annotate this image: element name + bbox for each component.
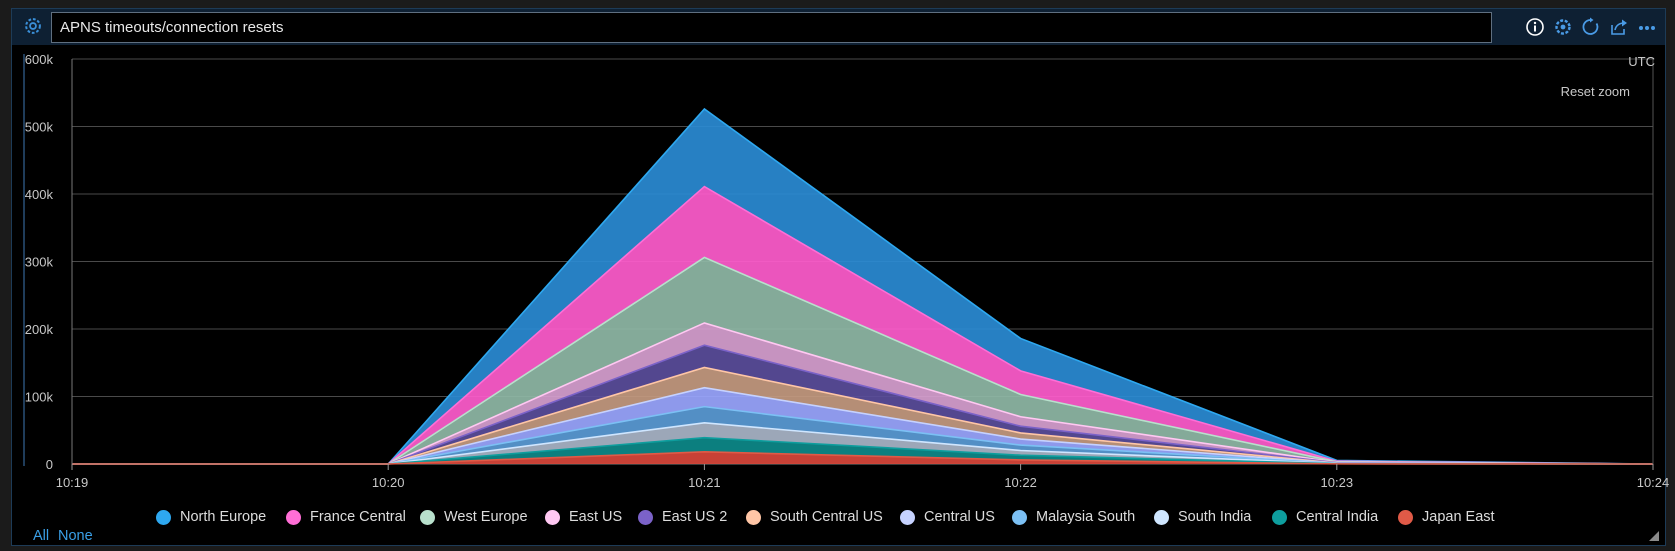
- legend-label: France Central: [310, 509, 406, 525]
- legend-dot: [156, 509, 171, 525]
- legend-label: South India: [1178, 509, 1252, 525]
- legend-none-link[interactable]: None: [58, 528, 93, 544]
- axes: 0 100k 200k 300k 400k 500k 600k 10:19 10:20 10:21…: [23, 52, 1670, 490]
- refresh-icon[interactable]: [1579, 15, 1603, 39]
- resize-handle-icon[interactable]: [1649, 531, 1659, 541]
- x-tick-label: 10:23: [1321, 475, 1354, 490]
- legend-dot: [286, 509, 301, 525]
- share-icon[interactable]: [1607, 15, 1631, 39]
- y-tick-label: 100k: [25, 390, 54, 405]
- x-tick-label: 10:22: [1004, 475, 1037, 490]
- x-tick-label: 10:19: [56, 475, 89, 490]
- legend-item-malaysia-south[interactable]: Malaysia South: [1012, 509, 1135, 525]
- legend-dot: [420, 509, 435, 525]
- x-tick-label: 10:24: [1637, 475, 1670, 490]
- panel-title-input[interactable]: APNS timeouts/connection resets: [51, 12, 1492, 43]
- legend-dot: [1012, 509, 1027, 525]
- gear-icon[interactable]: [22, 15, 44, 37]
- legend-label: Central India: [1296, 509, 1379, 525]
- legend-dot: [900, 509, 915, 525]
- more-icon[interactable]: [1635, 15, 1659, 39]
- legend-dot: [1154, 509, 1169, 525]
- area-west-europe[interactable]: [72, 257, 1653, 464]
- legend-label: East US 2: [662, 509, 728, 525]
- y-tick-label: 200k: [25, 322, 54, 337]
- area-malaysia-south[interactable]: [72, 406, 1653, 464]
- legend-label: West Europe: [444, 509, 528, 525]
- legend-label: Japan East: [1422, 509, 1495, 525]
- legend-dot: [545, 509, 560, 525]
- legend-label: Malaysia South: [1036, 509, 1136, 525]
- legend-label: South Central US: [770, 509, 883, 525]
- x-tick-label: 10:20: [372, 475, 405, 490]
- legend-dot: [746, 509, 761, 525]
- y-tick-label: 400k: [25, 187, 54, 202]
- panel-header: APNS timeouts/connection resets: [12, 9, 1665, 45]
- y-tick-label: 300k: [25, 255, 54, 270]
- legend-item-central-india[interactable]: Central India: [1272, 509, 1378, 525]
- settings-icon[interactable]: [1551, 15, 1575, 39]
- area-south-india[interactable]: [72, 422, 1653, 464]
- y-tick-label: 500k: [25, 120, 54, 135]
- area-japan-east[interactable]: [72, 451, 1653, 464]
- reset-zoom-button[interactable]: Reset zoom: [1561, 84, 1630, 99]
- legend-item-east-us[interactable]: East US: [545, 509, 622, 525]
- legend-item-japan-east[interactable]: Japan East: [1398, 509, 1495, 525]
- legend-label: North Europe: [180, 509, 267, 525]
- legend-item-north-europe[interactable]: North Europe: [156, 509, 266, 525]
- info-icon[interactable]: [1523, 15, 1547, 39]
- panel-toolbar: [1523, 15, 1659, 39]
- legend-item-west-europe[interactable]: West Europe: [420, 509, 528, 525]
- series-areas: [72, 107, 1654, 465]
- legend-label: East US: [569, 509, 623, 525]
- legend-all-link[interactable]: All: [33, 528, 50, 544]
- legend-item-central-us[interactable]: Central US: [900, 509, 995, 525]
- legend-item-france-central[interactable]: France Central: [286, 509, 406, 525]
- x-tick-label: 10:21: [688, 475, 721, 490]
- line-japan-east: [72, 451, 1654, 465]
- legend-label: Central US: [924, 509, 995, 525]
- y-tick-label: 0: [46, 457, 53, 472]
- legend-item-south-central-us[interactable]: South Central US: [746, 509, 883, 525]
- legend-item-south-india[interactable]: South India: [1154, 509, 1251, 525]
- legend-dot: [638, 509, 653, 525]
- legend-item-east-us-2[interactable]: East US 2: [638, 509, 727, 525]
- y-tick-label: 600k: [25, 52, 54, 67]
- legend-dot: [1272, 509, 1287, 525]
- timezone-label: UTC: [1628, 54, 1655, 69]
- legend-dot: [1398, 509, 1413, 525]
